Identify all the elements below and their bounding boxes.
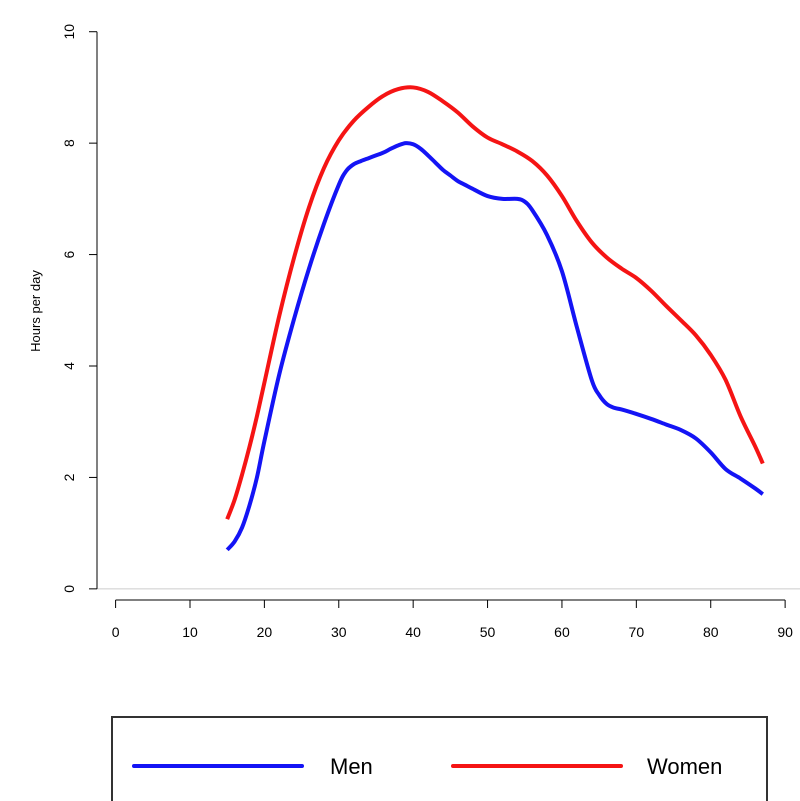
y-tick-label-4: 4 <box>61 362 77 370</box>
legend-label-men: Men <box>330 754 373 779</box>
y-axis-title: Hours per day <box>28 270 43 352</box>
x-tick-label-40: 40 <box>405 624 421 640</box>
legend: Men Women <box>111 716 768 801</box>
x-tick-label-10: 10 <box>182 624 198 640</box>
y-tick-label-10: 10 <box>61 24 77 40</box>
legend-label-women: Women <box>647 754 722 779</box>
x-tick-label-0: 0 <box>112 624 120 640</box>
x-tick-label-60: 60 <box>554 624 570 640</box>
series-line-men <box>225 141 765 552</box>
y-tick-label-6: 6 <box>61 250 77 258</box>
series-line-women <box>225 85 765 520</box>
x-tick-label-90: 90 <box>777 624 793 640</box>
x-tick-label-70: 70 <box>629 624 645 640</box>
x-tick-label-80: 80 <box>703 624 719 640</box>
y-tick-label-0: 0 <box>61 585 77 593</box>
legend-frame <box>111 716 768 801</box>
x-tick-label-30: 30 <box>331 624 347 640</box>
plot-area: 0 2 4 6 8 10 0 10 20 30 40 50 60 70 80 90 <box>61 24 800 640</box>
x-tick-label-50: 50 <box>480 624 496 640</box>
x-tick-label-20: 20 <box>257 624 273 640</box>
y-tick-label-2: 2 <box>61 473 77 481</box>
y-tick-label-8: 8 <box>61 139 77 147</box>
